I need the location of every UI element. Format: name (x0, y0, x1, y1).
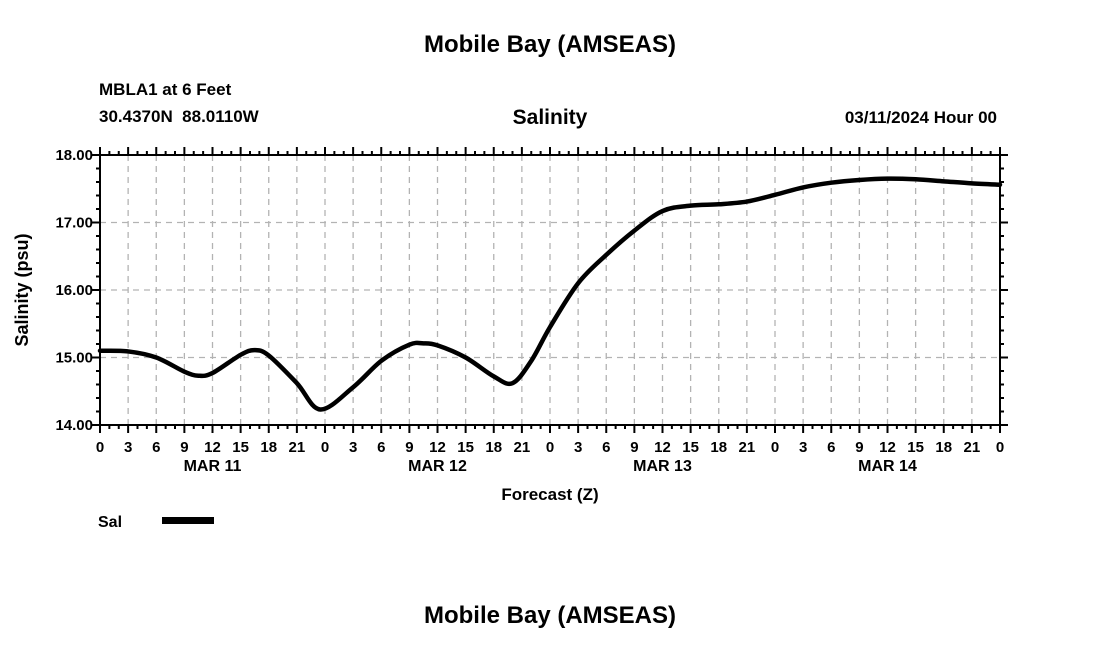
tick-label-layer: 0 3 6 9 12 15 18 21 0 3 6 9 12 15 18 21 0 3 6 9 12 15 18 21 0 3 6 9… (55, 147, 1004, 475)
x-tick-label: 0 (321, 439, 329, 456)
x-tick-label: 12 (204, 439, 221, 456)
legend-label: Sal (98, 514, 122, 531)
x-tick-label: 12 (879, 439, 896, 456)
salinity-curve (97, 176, 1003, 412)
x-tick-label: 3 (124, 439, 132, 456)
y-tick-label: 16.00 (55, 282, 93, 299)
x-tick-label: 3 (349, 439, 357, 456)
x-tick-label: 21 (289, 439, 306, 456)
station-label: MBLA1 at 6 Feet (99, 80, 232, 99)
x-tick-label: 3 (574, 439, 582, 456)
x-tick-label: 6 (152, 439, 160, 456)
x-tick-label: 18 (935, 439, 952, 456)
x-tick-label: 9 (405, 439, 413, 456)
x-tick-label: 3 (799, 439, 807, 456)
page-title: Mobile Bay (AMSEAS) (424, 31, 676, 58)
x-tick-label: 0 (96, 439, 104, 456)
chart-title: Salinity (513, 106, 588, 129)
y-tick-label: 15.00 (55, 350, 93, 367)
y-tick-label: 14.00 (55, 417, 93, 434)
x-axis-title: Forecast (Z) (501, 485, 598, 504)
x-tick-label: 6 (827, 439, 835, 456)
next-page-title: Mobile Bay (AMSEAS) (424, 602, 676, 629)
x-tick-label: 21 (964, 439, 981, 456)
x-tick-label: 0 (546, 439, 554, 456)
x-tick-label: 9 (630, 439, 638, 456)
y-axis-title: Salinity (psu) (12, 233, 32, 346)
x-tick-label: 15 (682, 439, 699, 456)
x-tick-label: 6 (377, 439, 385, 456)
curve-layer (97, 176, 1003, 412)
legend-line-sample (162, 517, 214, 524)
x-tick-label: 18 (710, 439, 727, 456)
x-tick-label: 9 (855, 439, 863, 456)
day-label: MAR 13 (633, 458, 692, 475)
x-tick-label: 18 (485, 439, 502, 456)
x-tick-label: 0 (771, 439, 779, 456)
x-tick-label: 15 (907, 439, 924, 456)
x-tick-label: 15 (457, 439, 474, 456)
station-coordinates: 30.4370N 88.0110W (99, 107, 260, 126)
grid-layer (100, 155, 1000, 425)
y-tick-label: 17.00 (55, 215, 93, 232)
x-tick-label: 18 (260, 439, 277, 456)
plot-border (99, 154, 1001, 426)
x-tick-label: 6 (602, 439, 610, 456)
day-label: MAR 12 (408, 458, 467, 475)
day-label: MAR 14 (858, 458, 917, 475)
day-label: MAR 11 (184, 458, 242, 475)
x-tick-label: 12 (654, 439, 671, 456)
y-tick-label: 18.00 (55, 147, 93, 164)
x-tick-label: 21 (739, 439, 756, 456)
x-tick-label: 15 (232, 439, 249, 456)
x-tick-label: 0 (996, 439, 1004, 456)
x-tick-label: 12 (429, 439, 446, 456)
x-tick-label: 21 (514, 439, 531, 456)
x-tick-label: 9 (180, 439, 188, 456)
model-run-label: 03/11/2024 Hour 00 (845, 108, 997, 127)
